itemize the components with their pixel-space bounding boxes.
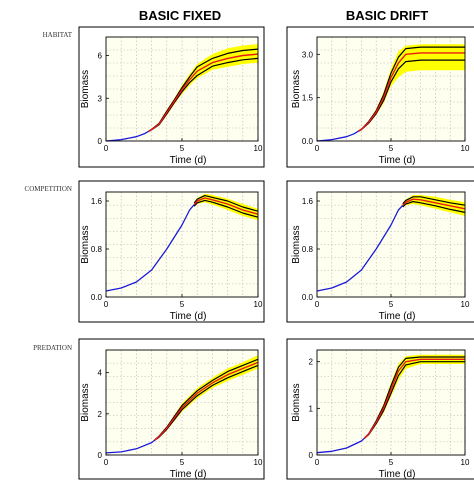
x-tick-label: 0 — [104, 144, 109, 153]
x-axis-label: Time (d) — [379, 155, 416, 166]
x-tick-label: 5 — [180, 458, 185, 467]
y-tick-label: 0.8 — [91, 245, 103, 254]
y-tick-label: 2 — [309, 358, 314, 367]
x-axis-label: Time (d) — [170, 311, 207, 322]
chart-panel-row1-drift: 0 5 10 0.0 1.5 3.0 Time (d) Biomass — [286, 26, 474, 168]
x-tick-label: 5 — [180, 300, 185, 309]
chart-panel-row3-fixed: 0 5 10 0 2 4 Time (d) Biomass — [78, 338, 265, 480]
x-tick-label: 10 — [461, 144, 470, 153]
series-line-early — [105, 439, 156, 454]
series-line-mean — [363, 358, 465, 439]
row-label-predation: PREDATION — [33, 344, 72, 352]
y-axis-label: Biomass — [291, 225, 302, 263]
y-axis-label: Biomass — [80, 383, 91, 421]
y-tick-label: 1.6 — [91, 197, 103, 206]
series-line-mean — [148, 53, 259, 132]
y-tick-label: 3.0 — [302, 50, 314, 59]
x-tick-label: 0 — [315, 144, 320, 153]
bound-line-upper — [402, 196, 466, 206]
series-line-early — [316, 437, 365, 454]
y-tick-label: 4 — [98, 369, 103, 378]
y-tick-label: 1 — [309, 404, 314, 413]
x-tick-label: 10 — [461, 300, 470, 309]
x-tick-label: 10 — [254, 300, 263, 309]
series-line-mean — [358, 52, 465, 132]
uncertainty-band — [364, 354, 465, 439]
x-tick-label: 5 — [389, 458, 394, 467]
series-line-mean — [402, 198, 466, 210]
y-axis-label: Biomass — [291, 383, 302, 421]
series-line-early — [316, 204, 404, 292]
bound-line-upper — [193, 195, 259, 212]
series-line-mean — [154, 361, 259, 441]
y-tick-label: 6 — [98, 52, 103, 61]
x-tick-label: 10 — [254, 144, 263, 153]
x-tick-label: 0 — [104, 458, 109, 467]
chart-panel-row1-fixed: 0 5 10 0 3 6 Time (d) Biomass — [78, 26, 265, 168]
x-tick-label: 0 — [104, 300, 109, 309]
x-tick-label: 5 — [389, 144, 394, 153]
y-tick-label: 3 — [98, 94, 103, 103]
y-tick-label: 1.6 — [302, 197, 314, 206]
y-tick-label: 2 — [98, 410, 103, 419]
y-axis-label: Biomass — [291, 70, 302, 108]
x-axis-label: Time (d) — [379, 311, 416, 322]
chart-panel-row3-drift: 0 5 10 0 1 2 Time (d) Biomass — [286, 338, 474, 480]
uncertainty-band — [358, 44, 465, 132]
series-line-mean — [193, 197, 259, 215]
x-axis-label: Time (d) — [379, 469, 416, 480]
series-line-early — [105, 204, 195, 292]
y-axis-label: Biomass — [80, 225, 91, 263]
chart-panel-row2-fixed: 0 5 10 0.0 0.8 1.6 Time (d) Biomass — [78, 180, 265, 323]
y-tick-label: 0.0 — [302, 137, 314, 146]
x-tick-label: 10 — [254, 458, 263, 467]
header-basic-drift: BASIC DRIFT — [346, 8, 428, 23]
series-line-early — [316, 130, 359, 142]
x-axis-label: Time (d) — [170, 155, 207, 166]
bound-line-lower — [402, 201, 466, 213]
chart-panel-row2-drift: 0 5 10 0.0 0.8 1.6 Time (d) Biomass — [286, 180, 474, 323]
y-tick-label: 0 — [309, 451, 314, 460]
uncertainty-band — [148, 44, 258, 132]
y-tick-label: 0.0 — [302, 293, 314, 302]
y-tick-label: 0 — [98, 451, 103, 460]
y-tick-label: 0.0 — [91, 293, 103, 302]
header-basic-fixed: BASIC FIXED — [139, 8, 221, 23]
y-axis-label: Biomass — [80, 70, 91, 108]
x-tick-label: 5 — [389, 300, 394, 309]
bound-line-lower — [193, 199, 259, 218]
x-tick-label: 10 — [461, 458, 470, 467]
x-tick-label: 0 — [315, 300, 320, 309]
y-tick-label: 0.8 — [302, 245, 314, 254]
x-tick-label: 5 — [180, 144, 185, 153]
y-tick-label: 1.5 — [302, 94, 314, 103]
grid — [317, 192, 465, 297]
row-label-competition: COMPETITION — [25, 185, 72, 193]
y-tick-label: 0 — [98, 137, 103, 146]
x-tick-label: 0 — [315, 458, 320, 467]
row-label-habitat: HABITAT — [43, 31, 73, 39]
x-axis-label: Time (d) — [170, 469, 207, 480]
series-line-early — [105, 130, 149, 142]
